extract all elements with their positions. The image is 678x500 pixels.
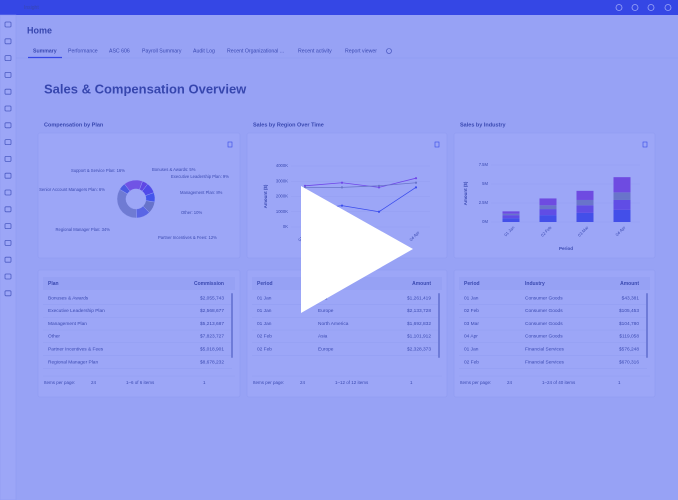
play-button[interactable] <box>301 186 413 313</box>
